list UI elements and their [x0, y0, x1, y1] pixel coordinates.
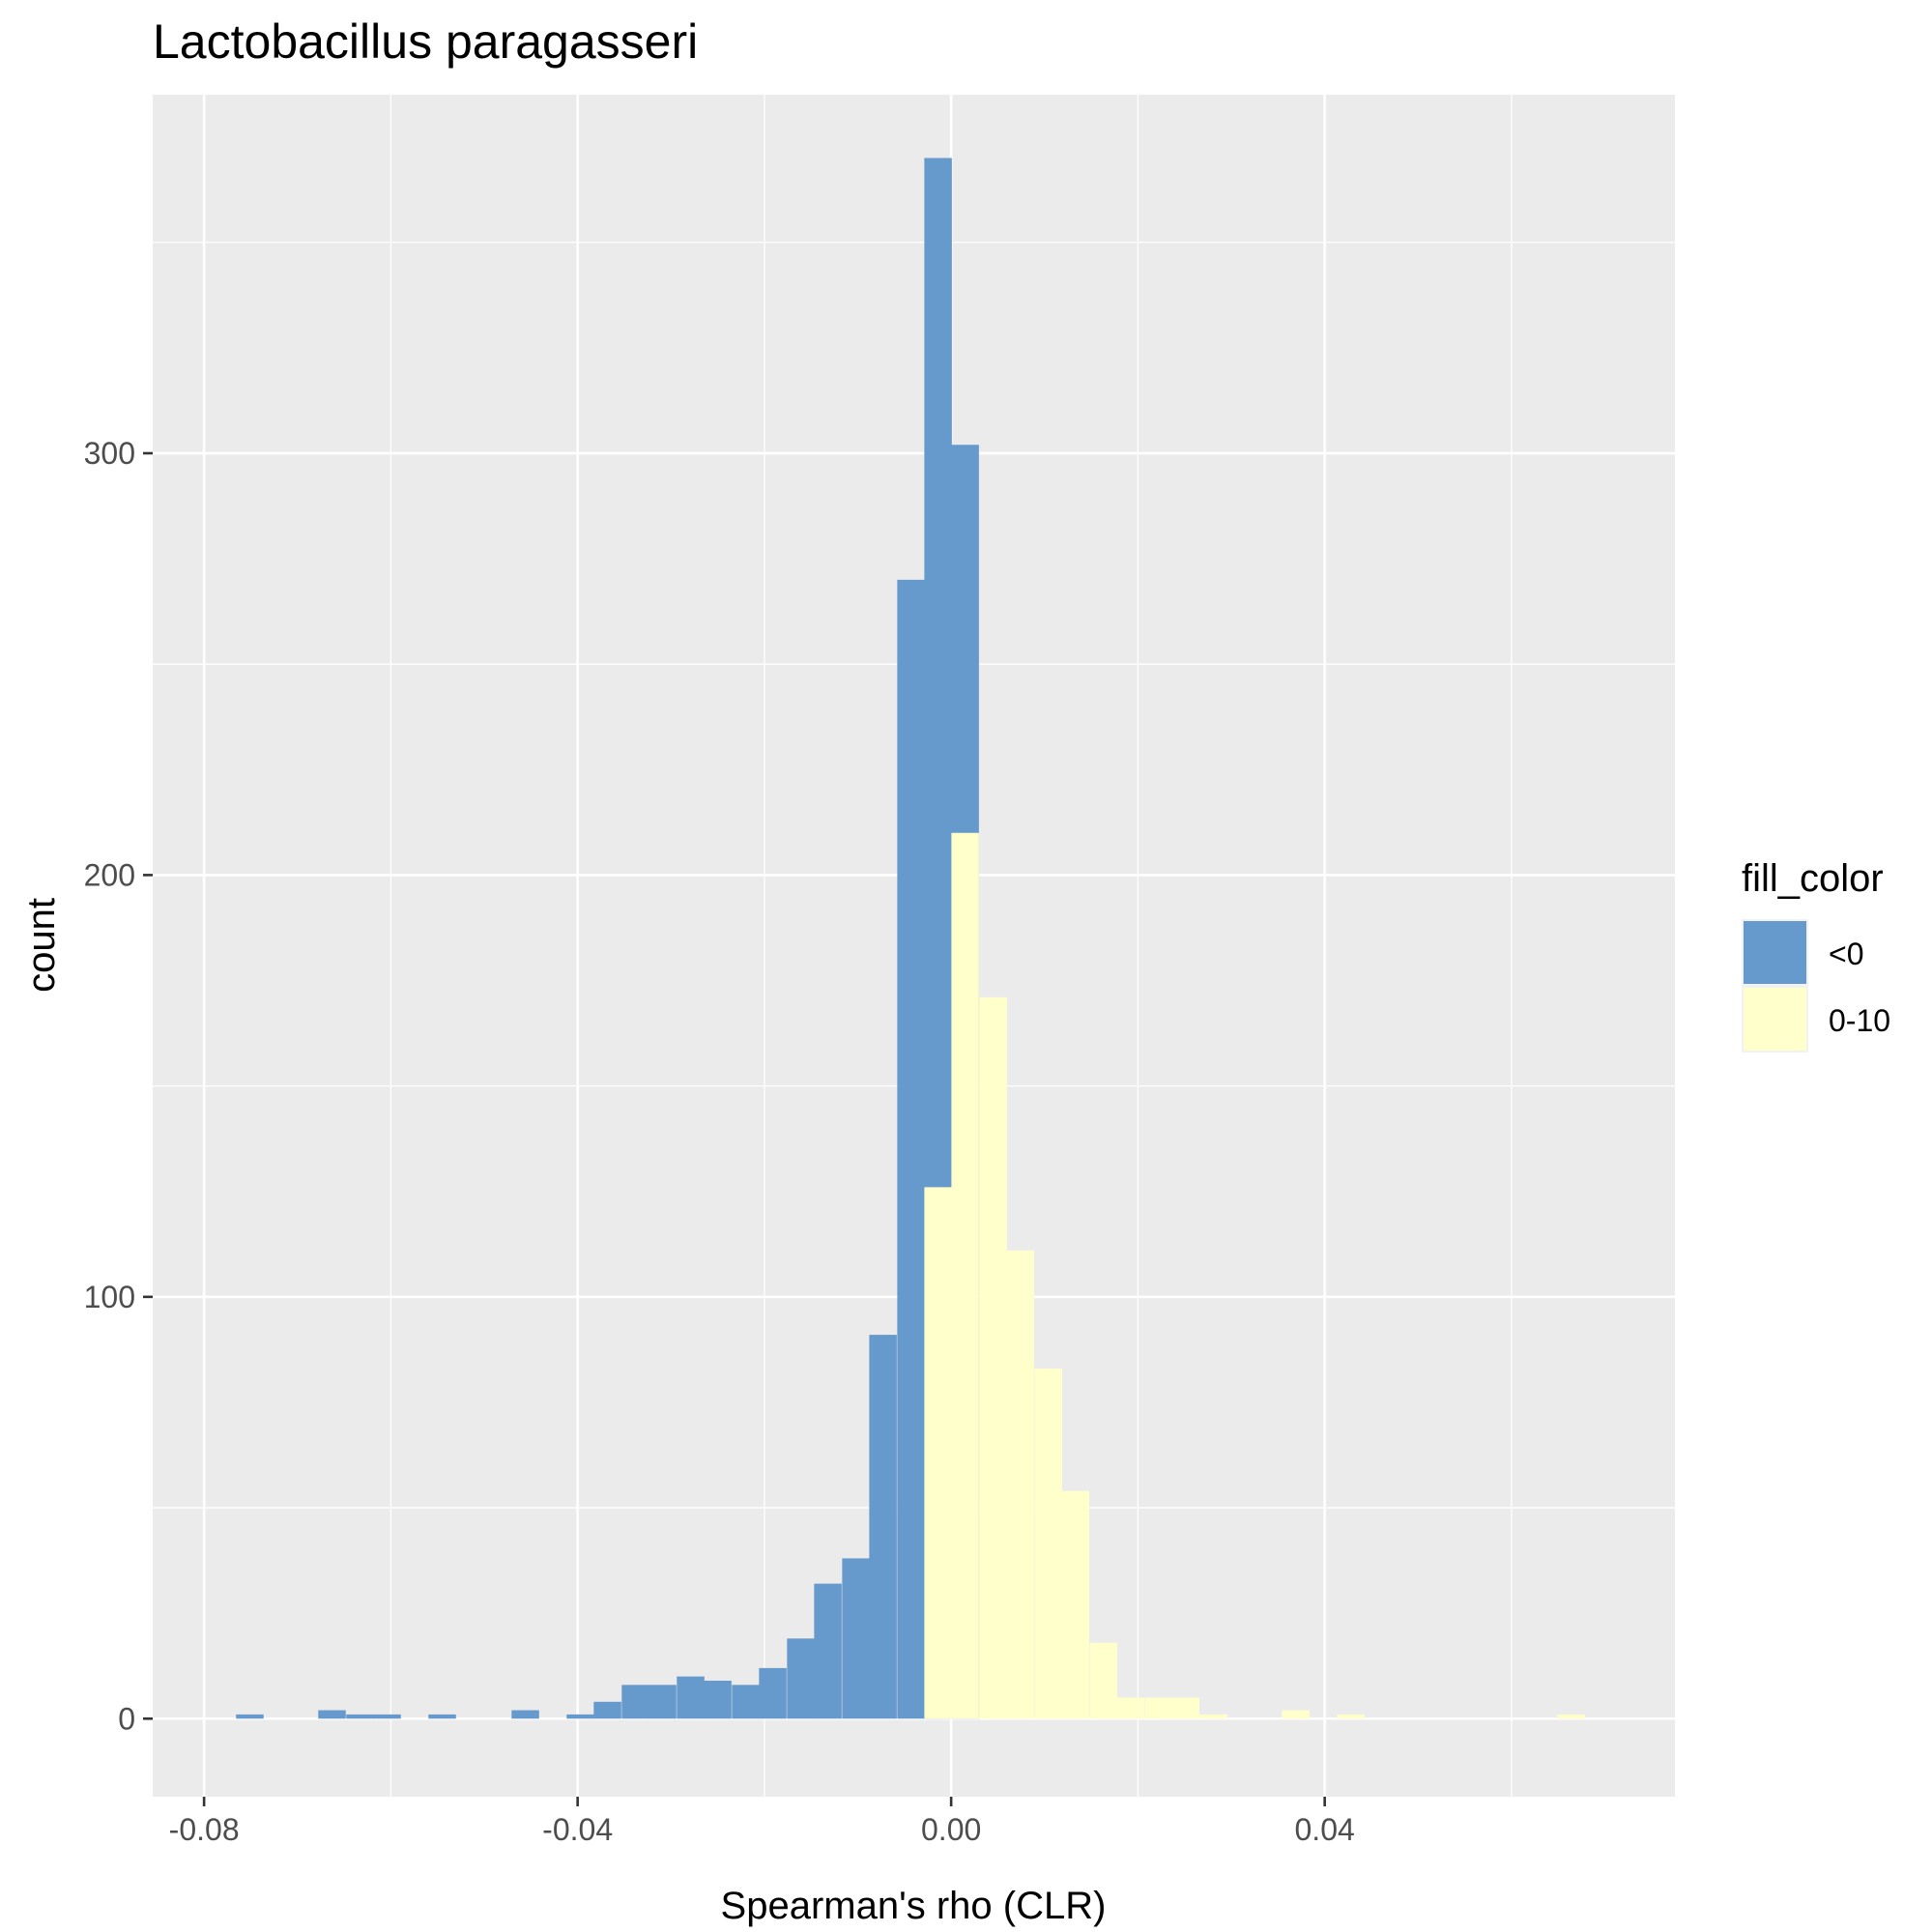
legend-title: fill_color — [1742, 857, 1884, 900]
histogram-bar — [593, 1701, 621, 1719]
histogram-bar — [1144, 1697, 1172, 1719]
histogram-bar — [924, 1187, 952, 1719]
histogram-bar — [814, 1583, 842, 1719]
legend-swatch — [1744, 921, 1806, 984]
y-axis: 0 100 200 300 — [84, 436, 153, 1736]
histogram-bar — [566, 1714, 594, 1719]
y-tick-label: 0 — [118, 1701, 135, 1736]
histogram-bar — [869, 1335, 897, 1719]
histogram-bar — [1006, 1250, 1034, 1719]
histogram-bar — [236, 1714, 264, 1719]
histogram-bar — [318, 1710, 346, 1719]
histogram-bar — [511, 1710, 539, 1719]
histogram-bar — [979, 996, 1007, 1719]
histogram-bar — [951, 832, 979, 1719]
x-axis-label: Spearman's rho (CLR) — [721, 1885, 1107, 1927]
histogram-bar — [1034, 1369, 1062, 1719]
y-tick-label: 300 — [84, 436, 135, 471]
histogram-bar — [1199, 1714, 1227, 1719]
histogram-bar — [759, 1667, 787, 1719]
x-tick-label: 0.04 — [1295, 1812, 1355, 1847]
histogram-bar — [1089, 1642, 1117, 1719]
histogram-bar — [1282, 1710, 1310, 1719]
histogram-bar — [428, 1714, 456, 1719]
histogram-bar — [346, 1714, 374, 1719]
chart-title: Lactobacillus paragasseri — [153, 14, 698, 69]
legend-label: 0-10 — [1829, 1003, 1890, 1038]
legend: fill_color <0 0-10 — [1742, 857, 1890, 1053]
x-axis: -0.08 -0.04 0.00 0.04 — [169, 1797, 1355, 1847]
histogram-bar — [1557, 1714, 1585, 1719]
legend-items: <0 0-10 — [1742, 919, 1890, 1053]
legend-label: <0 — [1829, 937, 1863, 971]
histogram-bar — [1061, 1490, 1089, 1719]
histogram-bar — [787, 1638, 815, 1719]
x-tick-label: -0.08 — [169, 1812, 240, 1847]
histogram-bar — [1337, 1714, 1365, 1719]
y-tick-label: 200 — [84, 857, 135, 892]
histogram-bars — [236, 158, 1585, 1719]
histogram-bar — [1116, 1697, 1144, 1719]
histogram-bar — [649, 1685, 677, 1719]
histogram-bar — [842, 1558, 870, 1719]
x-tick-label: -0.04 — [542, 1812, 613, 1847]
legend-swatch — [1744, 988, 1806, 1051]
histogram-bar — [897, 579, 925, 1719]
histogram-bar — [704, 1680, 732, 1719]
x-tick-label: 0.00 — [921, 1812, 981, 1847]
histogram-bar — [1171, 1697, 1199, 1719]
histogram-bar — [373, 1714, 401, 1719]
y-tick-label: 100 — [84, 1280, 135, 1314]
histogram-bar — [621, 1685, 649, 1719]
histogram-bar — [732, 1685, 760, 1719]
histogram-bar — [677, 1676, 705, 1719]
y-axis-label: count — [20, 898, 63, 993]
